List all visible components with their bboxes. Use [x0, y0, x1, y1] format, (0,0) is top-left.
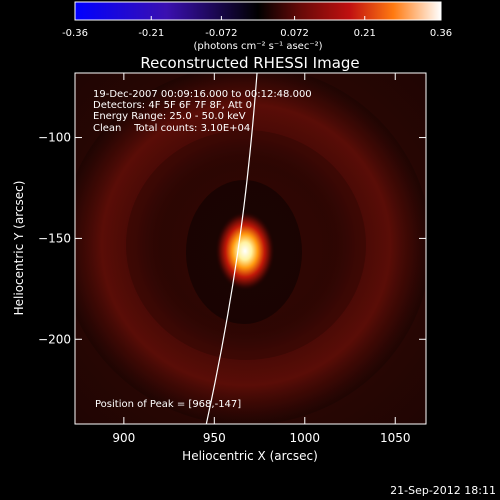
peak-position-label: Position of Peak = [968,-147] [95, 399, 241, 410]
colorbar-tick-label: -0.21 [138, 28, 164, 39]
y-axis-ticks: −100 −150 −200 [38, 131, 426, 346]
colorbar-unit-label: (photons cm⁻² s⁻¹ asec⁻²) [193, 41, 322, 52]
colorbar-tick-label: 0.072 [280, 28, 309, 39]
footer-date: 21-Sep-2012 18:11 [390, 484, 496, 497]
solar-limb [205, 73, 258, 424]
source-peak [215, 211, 275, 291]
colorbar-tick-label: -0.36 [62, 28, 88, 39]
colorbar-gradient [74, 1, 442, 21]
plot-frame [74, 72, 427, 425]
info-energy-range: Energy Range: 25.0 - 50.0 keV [93, 111, 246, 122]
colorbar-tick-label: 0.21 [354, 28, 376, 39]
x-tick-label: 1000 [290, 431, 321, 445]
info-detectors: Detectors: 4F 5F 6F 7F 8F, Att 0 [93, 100, 252, 111]
y-tick-label: −150 [38, 231, 71, 245]
x-axis-ticks: 900 950 1000 1050 [112, 73, 411, 445]
plot-title: Reconstructed RHESSI Image [140, 54, 359, 72]
y-tick-label: −200 [38, 332, 71, 346]
colorbar-tick-label: -0.072 [205, 28, 237, 39]
colorbar-ticks: -0.36 -0.21 -0.072 0.072 0.21 0.36 [62, 16, 452, 39]
rhessi-image [75, 73, 426, 424]
x-tick-label: 900 [112, 431, 135, 445]
colorbar-tick-label: 0.36 [430, 28, 452, 39]
info-time-range: 19-Dec-2007 00:09:16.000 to 00:12:48.000 [93, 89, 312, 100]
x-axis-label: Heliocentric X (arcsec) [182, 449, 318, 463]
y-tick-label: −100 [38, 131, 71, 145]
x-tick-label: 1050 [380, 431, 411, 445]
y-axis-label: Heliocentric Y (arcsec) [12, 181, 26, 316]
colorbar: -0.36 -0.21 -0.072 0.072 0.21 0.36 (photons c… [62, 1, 452, 52]
info-block: 19-Dec-2007 00:09:16.000 to 00:12:48.000… [93, 89, 312, 134]
info-clean-counts: Clean Total counts: 3.10E+04 [93, 123, 250, 134]
x-tick-label: 950 [203, 431, 226, 445]
